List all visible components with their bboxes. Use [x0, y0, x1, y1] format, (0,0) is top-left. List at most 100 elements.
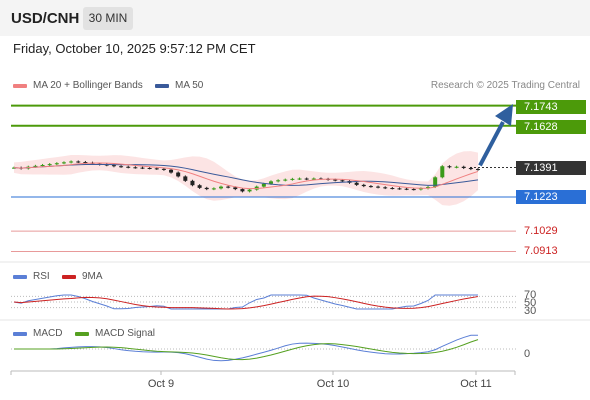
- candle-body: [368, 186, 373, 188]
- legend-macd: MACD: [13, 328, 62, 339]
- legend-9ma-label: 9MA: [82, 271, 103, 282]
- candle-body: [290, 178, 295, 180]
- ma20-swatch-icon: [13, 83, 27, 88]
- candle-body: [426, 186, 431, 189]
- forecast-arrow-head: [495, 104, 513, 126]
- resistance-2-label: 7.1743: [516, 100, 586, 114]
- chart-datetime: Friday, October 10, 2025 9:57:12 PM CET: [13, 41, 256, 56]
- symbol-title: USD/CNH: [11, 10, 80, 27]
- candle-body: [211, 188, 216, 190]
- legend-ma20-label: MA 20 + Bollinger Bands: [33, 80, 143, 91]
- candle-body: [219, 186, 224, 189]
- legend-9ma: 9MA: [62, 271, 103, 282]
- candle-body: [461, 166, 466, 168]
- candle-body: [83, 162, 88, 164]
- macd-panel: [11, 334, 516, 362]
- candle-body: [297, 178, 302, 180]
- candle-body: [454, 166, 459, 168]
- resistance-1-label: 7.1628: [516, 120, 586, 134]
- macd-swatch-icon: [13, 331, 27, 336]
- forecast-arrow-icon: [478, 104, 513, 167]
- legend-ma50-label: MA 50: [175, 80, 204, 91]
- candle-body: [447, 166, 452, 168]
- candle-body: [61, 162, 66, 164]
- support-3-label: 7.0913: [524, 245, 558, 257]
- candle-body: [233, 187, 238, 190]
- candle-body: [304, 178, 309, 180]
- candle-body: [147, 167, 152, 169]
- candles: [12, 160, 480, 193]
- ma50-line: [13, 163, 479, 186]
- candle-body: [276, 180, 281, 182]
- candle-body: [361, 184, 366, 187]
- candle-body: [126, 166, 131, 168]
- candle-body: [261, 183, 266, 187]
- candle-body: [197, 185, 202, 188]
- last-price-label: 7.1391: [516, 161, 586, 175]
- candle-body: [161, 168, 166, 170]
- moving-averages: [13, 162, 479, 190]
- candle-body: [119, 166, 124, 168]
- legend-macd-signal: MACD Signal: [75, 328, 155, 339]
- candle-body: [383, 187, 388, 189]
- candle-body: [404, 188, 409, 190]
- candle-body: [76, 161, 81, 163]
- rsi-swatch-icon: [13, 274, 27, 279]
- price-level-lines: [11, 104, 516, 252]
- candle-body: [440, 166, 445, 178]
- candle-body: [204, 187, 209, 190]
- bollinger-bands: [14, 151, 478, 206]
- rsi-level-70: 70: [524, 289, 537, 301]
- candle-body: [340, 180, 345, 182]
- candle-body: [311, 178, 316, 180]
- rsi-line: [13, 294, 478, 310]
- candle-body: [54, 163, 59, 165]
- legend-rsi: RSI: [13, 271, 50, 282]
- candle-body: [183, 176, 188, 181]
- candle-body: [140, 167, 145, 169]
- candle-body: [169, 169, 174, 173]
- rsi-panel: [11, 294, 516, 310]
- candle-body: [390, 188, 395, 190]
- candle-body: [411, 189, 416, 191]
- candle-body: [397, 188, 402, 190]
- candle-body: [268, 181, 273, 184]
- candle-body: [154, 168, 159, 170]
- support-2-label: 7.1029: [524, 225, 558, 237]
- legend-ma50: MA 50: [155, 80, 203, 91]
- candle-body: [176, 172, 181, 177]
- candle-body: [283, 179, 288, 181]
- macd-signal-swatch-icon: [75, 331, 89, 336]
- rsi-ma-swatch-icon: [62, 274, 76, 279]
- bollinger-band-area: [14, 151, 478, 206]
- x-tick-oct9: Oct 9: [147, 378, 175, 390]
- ma20-line: [13, 162, 479, 190]
- candle-body: [33, 165, 38, 167]
- candle-body: [47, 164, 52, 166]
- candle-body: [333, 179, 338, 181]
- x-tick-oct11: Oct 11: [460, 378, 492, 390]
- candle-body: [240, 189, 245, 192]
- panel-dividers: [0, 261, 590, 321]
- candle-body: [40, 165, 45, 167]
- candle-body: [190, 180, 195, 186]
- candle-body: [69, 161, 74, 163]
- time-axis: [10, 370, 516, 375]
- x-tick-oct10: Oct 10: [316, 378, 350, 390]
- legend-macd-label: MACD: [33, 328, 63, 339]
- candle-body: [226, 186, 231, 188]
- legend-macd-signal-label: MACD Signal: [95, 328, 156, 339]
- forecast-arrow-shaft: [478, 121, 505, 167]
- candle-body: [376, 186, 381, 188]
- legend-ma20-bb: MA 20 + Bollinger Bands: [13, 80, 143, 91]
- rsi-ma-line: [13, 295, 479, 310]
- research-credit: Research © 2025 Trading Central: [430, 80, 580, 91]
- timeframe-button[interactable]: 30 MIN: [83, 7, 133, 30]
- support-1-label: 7.1223: [516, 190, 586, 204]
- ma50-swatch-icon: [155, 83, 169, 88]
- candle-body: [433, 177, 438, 187]
- legend-rsi-label: RSI: [33, 271, 50, 282]
- rsi-level-50: 50: [524, 297, 537, 309]
- rsi-level-30: 30: [524, 305, 537, 317]
